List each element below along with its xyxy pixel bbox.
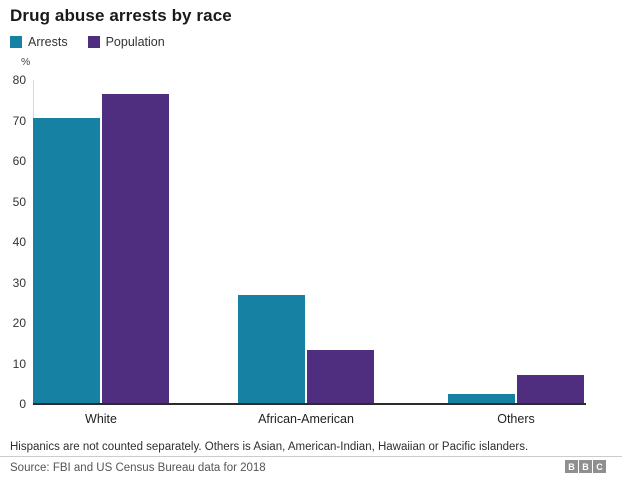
y-axis-tick-label-70: 70: [12, 113, 26, 128]
y-axis-tick-label-0: 0: [19, 397, 26, 411]
x-axis-category-label: White: [85, 412, 117, 426]
chart-legend: Arrests Population: [10, 35, 165, 49]
y-axis-tick-label-60: 60: [12, 154, 26, 168]
x-axis-category-label: African-American: [258, 412, 354, 426]
y-axis-tick-label-30: 30: [12, 275, 26, 290]
y-axis-tick-label-80: 80: [12, 73, 26, 87]
bar-population-white: [102, 94, 169, 404]
legend-label: Arrests: [28, 35, 68, 49]
y-axis-tick-label-10: 10: [12, 356, 26, 371]
legend-item-arrests: Arrests: [10, 35, 68, 49]
footer-divider: [0, 456, 622, 457]
chart-title: Drug abuse arrests by race: [10, 6, 232, 25]
x-axis-baseline: [33, 403, 586, 405]
y-axis-tick-label-20: 20: [12, 316, 26, 330]
x-axis-category-label: Others: [497, 412, 535, 426]
bar-chart-plot-area: 0 10 20 30 40 50 60 70 80 White African-American Ot…: [12, 73, 586, 426]
legend-swatch-population: [87, 36, 100, 48]
bbc-logo-letter: B: [565, 460, 578, 473]
bbc-logo-letter: C: [593, 460, 606, 473]
bbc-logo-letter: B: [579, 460, 592, 473]
source-caption: Source: FBI and US Census Bureau data fo…: [10, 462, 266, 474]
y-axis-unit-label: %: [21, 56, 31, 68]
legend-label: Population: [105, 35, 165, 49]
bar-arrests-african-american: [238, 295, 305, 404]
y-axis-tick-label-40: 40: [12, 235, 26, 249]
bar-arrests-white: [33, 118, 100, 404]
legend-item-population: Population: [87, 35, 165, 49]
bar-arrests-others: [448, 394, 515, 404]
legend-swatch-arrests: [10, 36, 22, 48]
chart-footnote: Hispanics are not counted separately. Ot…: [10, 441, 529, 453]
y-axis-tick-label-50: 50: [12, 194, 26, 209]
bar-population-african-american: [307, 350, 374, 404]
bar-population-others: [517, 375, 584, 404]
